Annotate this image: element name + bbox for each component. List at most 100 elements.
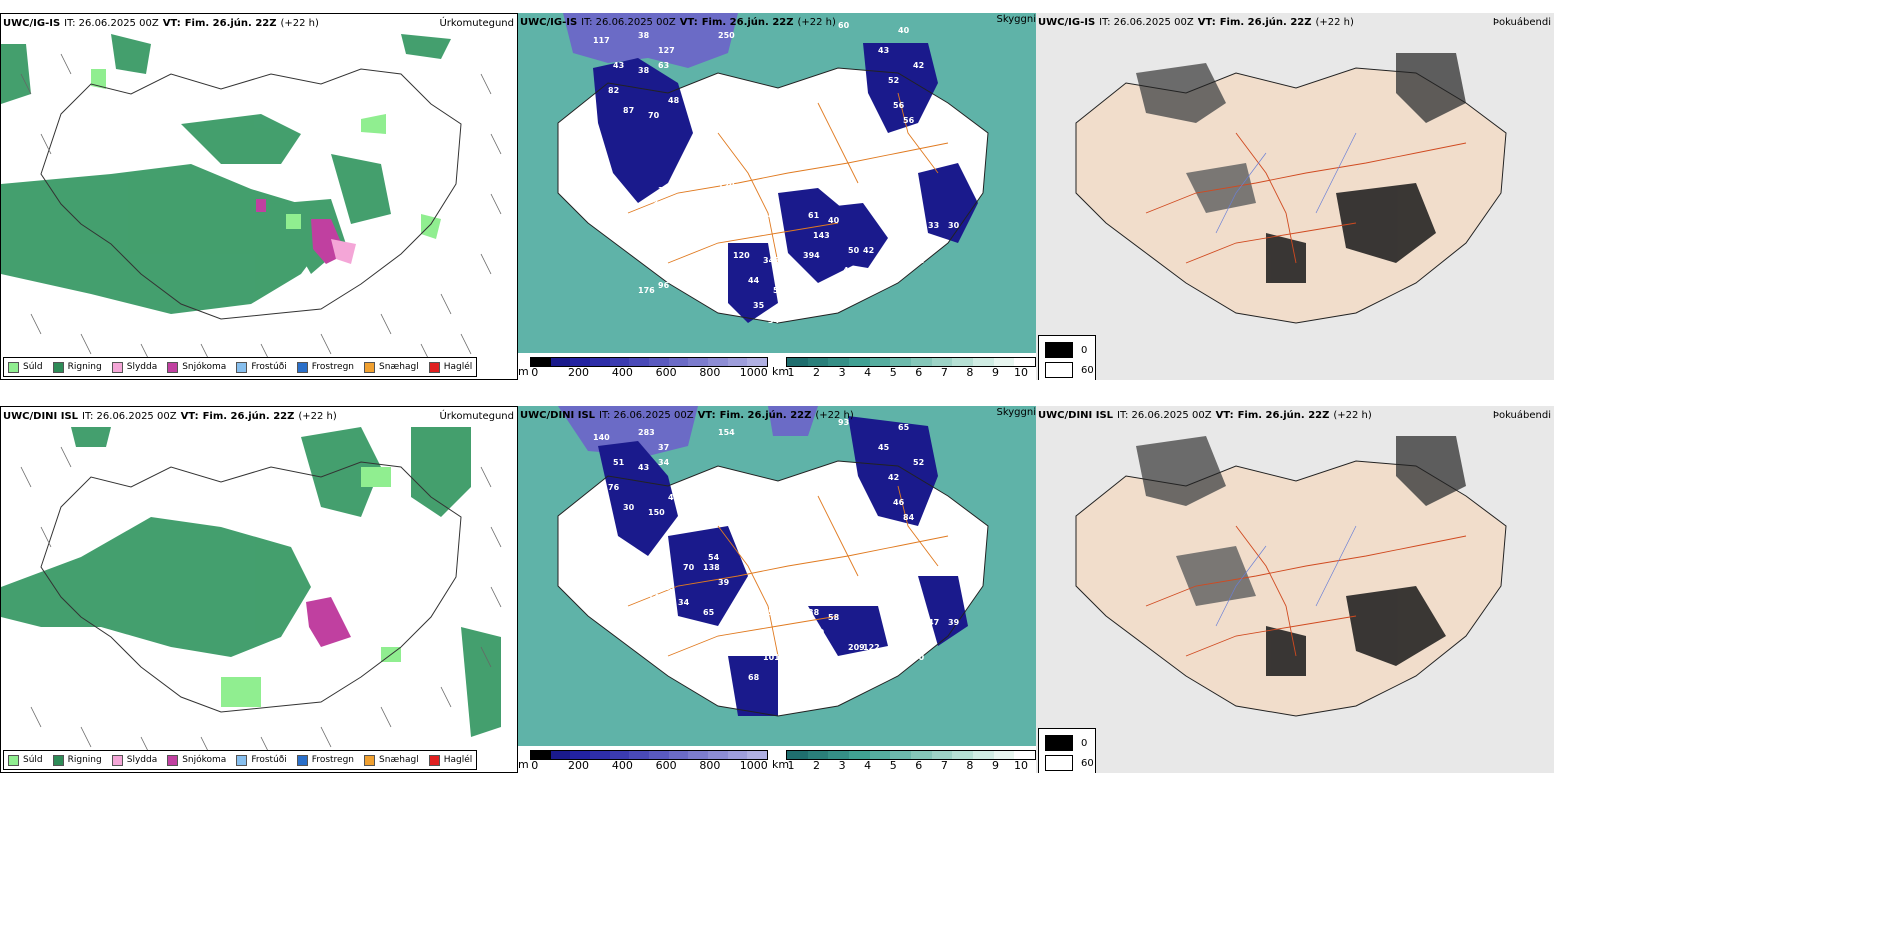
cloud-value-label: 36 bbox=[853, 583, 865, 592]
legend-swatch bbox=[364, 754, 376, 766]
cloud-value-label: 38 bbox=[638, 31, 650, 40]
colorbar-swatch bbox=[911, 751, 932, 759]
cloud-value-label: 85 bbox=[708, 156, 720, 165]
cloud-value-label: 60 bbox=[913, 653, 925, 662]
legend-label: Súld bbox=[23, 362, 43, 372]
fog-legend-swatch bbox=[1045, 362, 1073, 378]
cloud-value-label: 121 bbox=[843, 663, 860, 672]
colorbar-tick: 7 bbox=[940, 366, 948, 379]
init-time: IT: 26.06.2025 00Z bbox=[82, 411, 177, 422]
cloud-header: UWC/IG-IS IT: 26.06.2025 00Z VT: Fim. 26… bbox=[520, 17, 836, 28]
cloud-value-label: 117 bbox=[593, 36, 610, 45]
cloud-panel-igis: 117 38 127 250 60 40 43 43 38 63 42 52 82 48 56 56 87 70 3… bbox=[518, 13, 1036, 380]
valid-time: Fim. 26.jún. 22Z bbox=[184, 18, 277, 29]
cloud-value-label: 138 bbox=[703, 563, 720, 572]
colorbar-swatch bbox=[708, 751, 728, 759]
colorbar-swatch bbox=[849, 751, 870, 759]
colorbar-swatch bbox=[570, 751, 591, 759]
cloud-value-label: 38 bbox=[733, 206, 745, 215]
roads bbox=[1145, 132, 1467, 264]
cloud-value-label: 30 bbox=[948, 221, 960, 230]
cloud-value-label: 34 bbox=[678, 598, 690, 607]
colorbar-tick: 1000 bbox=[739, 759, 768, 772]
colorbar-tick: 0 bbox=[531, 759, 539, 772]
visibility-unit: km bbox=[772, 365, 790, 378]
cloud-value-label: 176 bbox=[638, 286, 655, 295]
colorbar-tick: 400 bbox=[611, 366, 633, 379]
valid-label: VT: bbox=[162, 18, 181, 29]
legend-item: Snjókoma bbox=[167, 361, 226, 373]
cloud-value-labels: 117 38 127 250 60 40 43 43 38 63 42 52 82 48 56 56 87 70 3… bbox=[593, 21, 960, 325]
cloud-value-label: 394 bbox=[803, 251, 820, 260]
cloud-value-label: 65 bbox=[898, 423, 910, 432]
cloud-value-label: 50 bbox=[848, 246, 860, 255]
fog-legend-swatch bbox=[1045, 342, 1073, 358]
colorbar-tick: 200 bbox=[568, 366, 590, 379]
colorbar-swatch bbox=[747, 358, 768, 366]
cloud-value-label: 60 bbox=[838, 21, 850, 30]
cloud-value-label: 59 bbox=[838, 503, 850, 512]
cloud-value-label: 43 bbox=[878, 46, 889, 55]
legend-swatch bbox=[111, 361, 123, 373]
legend-item: Súld bbox=[8, 754, 43, 766]
cloud-value-label: 143 bbox=[813, 231, 830, 240]
colorbar-tick: 800 bbox=[699, 759, 721, 772]
legend-swatch bbox=[8, 361, 19, 373]
colorbar-swatch bbox=[973, 751, 994, 759]
colorbar-swatch bbox=[869, 751, 891, 759]
model-name: UWC/DINI ISL bbox=[3, 411, 79, 422]
cloud-value-label: 96 bbox=[658, 281, 670, 290]
fog-legend-row: 0 bbox=[1045, 342, 1087, 358]
colorbar-swatch bbox=[890, 751, 912, 759]
colorbar-swatch bbox=[629, 358, 650, 366]
colorbar-tick: 7 bbox=[940, 759, 948, 772]
colorbar-swatch bbox=[590, 358, 610, 366]
legend-label: Haglél bbox=[443, 362, 473, 372]
cloud-value-label: 127 bbox=[658, 46, 675, 55]
legend-swatch bbox=[296, 754, 308, 766]
cloud-value-label: 154 bbox=[718, 428, 735, 437]
cloud-value-label: 56 bbox=[893, 101, 905, 110]
colorbar-swatch bbox=[609, 751, 630, 759]
cloud-value-label: 61 bbox=[808, 211, 820, 220]
colorbar-swatch bbox=[609, 358, 630, 366]
cloud-value-label: 120 bbox=[718, 181, 735, 190]
ceiling-unit: m bbox=[518, 365, 529, 378]
cloud-value-label: 54 bbox=[708, 553, 720, 562]
legend-item: Frostregn bbox=[296, 361, 354, 373]
cloud-value-label: 150 bbox=[648, 508, 665, 517]
colorbar-swatch bbox=[931, 751, 953, 759]
lead-time: (+22 h) bbox=[1315, 17, 1354, 28]
legend-swatch bbox=[167, 754, 179, 766]
cloud-value-label: 34 bbox=[768, 316, 780, 325]
precip-panel-dini: UWC/DINI ISL IT: 26.06.2025 00Z VT: Fim.… bbox=[0, 406, 518, 773]
cloud-value-label: 40 bbox=[828, 216, 840, 225]
valid-label: VT: bbox=[679, 17, 698, 28]
colorbar-swatch bbox=[590, 751, 610, 759]
colorbar-swatch bbox=[688, 358, 709, 366]
colorbar-swatch bbox=[973, 358, 994, 366]
cloud-value-label: 65 bbox=[703, 608, 715, 617]
legend-swatch bbox=[52, 754, 64, 766]
visibility-colorbar-swatches bbox=[786, 357, 1036, 367]
cloud-value-label: 39 bbox=[948, 618, 960, 627]
fog-legend-label: 0 bbox=[1081, 737, 1088, 749]
precip-header: UWC/IG-IS IT: 26.06.2025 00Z VT: Fim. 26… bbox=[3, 18, 319, 29]
legend-swatch bbox=[428, 754, 440, 766]
cloud-value-label: 40 bbox=[898, 26, 910, 35]
colorbar-swatch bbox=[747, 751, 768, 759]
valid-time: Fim. 26.jún. 22Z bbox=[701, 17, 794, 28]
precip-map bbox=[1, 407, 517, 772]
model-name: UWC/IG-IS bbox=[3, 18, 61, 29]
iceland-coastline bbox=[1075, 67, 1507, 324]
precip-map bbox=[1, 14, 517, 379]
roads bbox=[627, 92, 949, 264]
cloud-header: UWC/DINI ISL IT: 26.06.2025 00Z VT: Fim.… bbox=[520, 410, 854, 421]
colorbar-swatch bbox=[708, 358, 728, 366]
colorbar-swatch bbox=[807, 358, 829, 366]
legend-item: Rigning bbox=[52, 361, 102, 373]
fog-legend: 0 60 bbox=[1038, 335, 1096, 380]
legend-swatch bbox=[167, 361, 179, 373]
colorbar-swatch bbox=[869, 358, 891, 366]
